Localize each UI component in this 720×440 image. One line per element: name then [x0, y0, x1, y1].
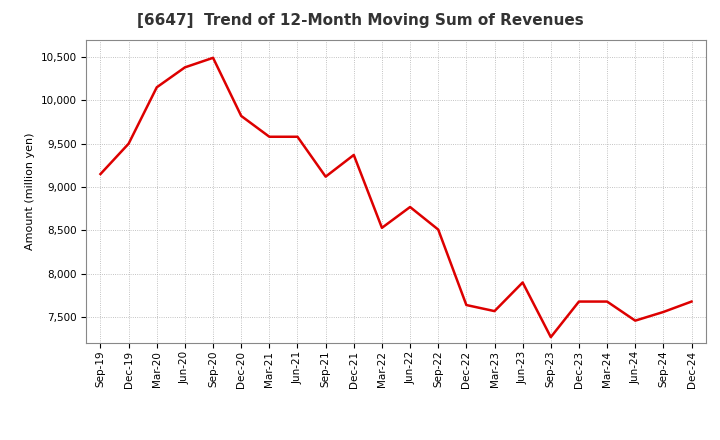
Text: [6647]  Trend of 12-Month Moving Sum of Revenues: [6647] Trend of 12-Month Moving Sum of R…	[137, 13, 583, 28]
Y-axis label: Amount (million yen): Amount (million yen)	[25, 132, 35, 250]
